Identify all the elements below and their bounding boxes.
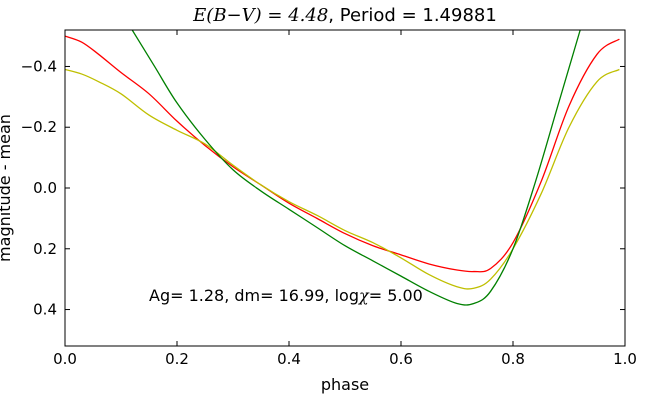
y-tick-label: −0.4 — [21, 57, 57, 75]
x-tick-label: 0.8 — [501, 350, 525, 368]
y-tick-label: 0.2 — [33, 240, 57, 258]
series-line-2 — [65, 68, 620, 290]
x-axis-label: phase — [321, 375, 369, 394]
x-tick-label: 1.0 — [613, 350, 637, 368]
x-axis: 0.0 0.2 0.4 0.6 0.8 1.0 — [53, 30, 637, 368]
y-axis-label: magnitude - mean — [0, 114, 14, 262]
chart-title: E(B−V) = 4.48, Period = 1.49881 — [192, 5, 497, 26]
title-math: E(B−V) = 4.48 — [192, 5, 328, 26]
series-line-3 — [131, 30, 581, 306]
y-tick-label: 0.4 — [33, 301, 57, 319]
x-tick-label: 0.2 — [165, 350, 189, 368]
annotation-text-before: Ag= 1.28, dm= 16.99, log — [149, 286, 359, 305]
annotation-chi: χ — [358, 286, 370, 305]
annotation-text-after: = 5.00 — [369, 286, 423, 305]
fit-annotation: Ag= 1.28, dm= 16.99, logχ= 5.00 — [149, 286, 423, 305]
y-tick-label: 0.0 — [33, 179, 57, 197]
title-rest: , Period = 1.49881 — [328, 5, 497, 26]
y-tick-label: −0.2 — [21, 118, 57, 136]
y-axis: −0.4 −0.2 0.0 0.2 0.4 — [21, 57, 625, 319]
x-tick-label: 0.4 — [277, 350, 301, 368]
x-tick-label: 0.6 — [389, 350, 413, 368]
series-line-1 — [65, 35, 620, 273]
x-tick-label: 0.0 — [53, 350, 77, 368]
